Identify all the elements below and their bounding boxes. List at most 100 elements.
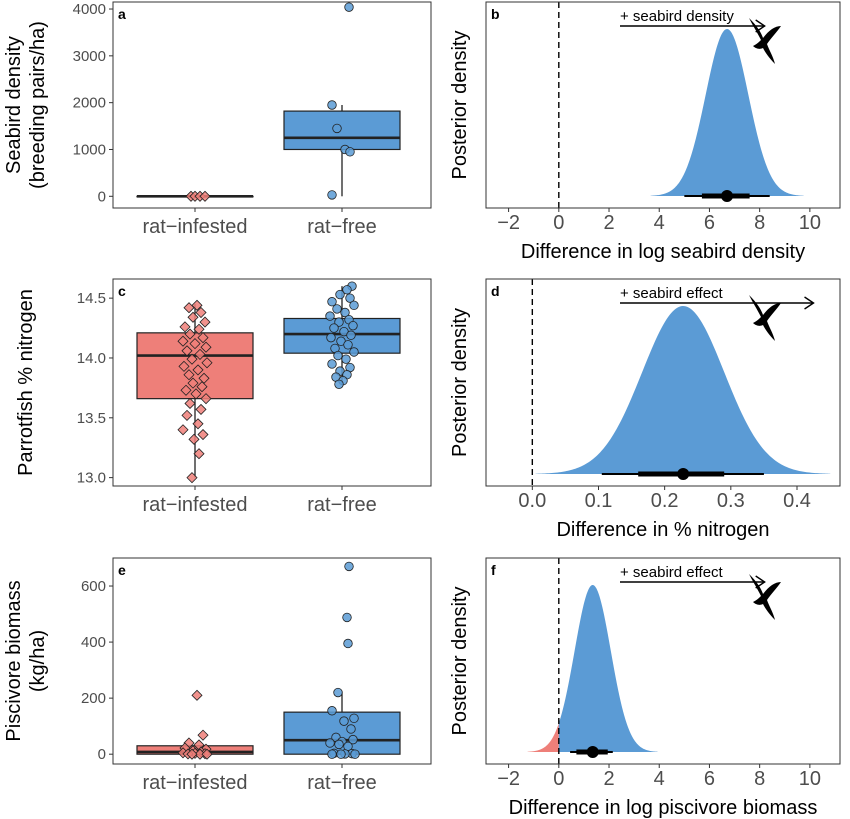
diamond-point (192, 418, 204, 430)
circle-point (334, 379, 344, 389)
positive-density-area (650, 29, 804, 196)
diamond-point (193, 323, 205, 335)
circle-point (325, 738, 335, 748)
positive-density-area (558, 585, 658, 752)
x-tick-label: 4 (654, 212, 665, 234)
panel-letter: b (491, 6, 500, 22)
y-tick-label: 0 (98, 188, 106, 205)
panel-letter: d (491, 283, 500, 299)
circle-point (349, 347, 359, 357)
diamond-point (194, 348, 206, 360)
circle-point (344, 561, 354, 572)
y-tick-label: 400 (81, 634, 106, 651)
seabird-shape (749, 295, 781, 341)
x-tick-label: 0.3 (717, 490, 745, 512)
category-label: rat−free (307, 494, 376, 516)
annotation-label: + seabird effect (620, 285, 724, 302)
circle-point (346, 330, 356, 340)
panel-b: b −2 0 2 4 6 8 10 Difference in log seabird dens… (449, 1, 841, 263)
y-tick-label: 200 (81, 690, 106, 707)
circle-point (334, 739, 344, 750)
x-tick-label: −2 (497, 212, 520, 234)
circle-point (344, 2, 354, 12)
x-tick-label: 0.4 (783, 490, 811, 512)
diamond-point (178, 360, 190, 372)
circle-point (333, 687, 343, 698)
diamond-point (177, 424, 189, 436)
diamond-point (199, 316, 211, 328)
x-tick-label: −2 (497, 768, 520, 790)
x-tick-label: 6 (704, 768, 715, 790)
x-axis-title: Difference in log piscivore biomass (509, 797, 818, 819)
x-axis-title: Difference in log seabird density (521, 241, 805, 263)
y-tick-label: 13.5 (77, 410, 106, 427)
diamond-point (187, 377, 199, 389)
diamond-point (187, 311, 199, 323)
category-label: rat−infested (142, 494, 247, 516)
annotation-arrow-head (804, 296, 815, 310)
diamond-point (195, 403, 207, 415)
diamond-point (197, 729, 209, 741)
circle-point (341, 354, 351, 364)
panel-f: f −2 0 2 4 6 8 10 Difference in log piscivore bi… (449, 557, 841, 819)
diamond-point (201, 357, 213, 369)
point-estimate (586, 746, 599, 758)
seabird-shape (749, 574, 781, 620)
x-tick-label: 8 (754, 212, 765, 234)
diamond-point (197, 332, 209, 344)
diamond-point (181, 345, 193, 357)
x-tick-label: 0.1 (585, 490, 613, 512)
diamond-point (183, 302, 195, 314)
seabird-shape (749, 18, 781, 64)
circle-point (327, 190, 337, 200)
circle-point (327, 297, 337, 307)
diamond-point (191, 689, 203, 701)
plot-frame (112, 1, 432, 209)
diamond-point (190, 388, 202, 400)
panel-letter: c (118, 283, 126, 299)
y-axis-title: Parrotfish % nitrogen (15, 289, 37, 476)
circle-point (327, 749, 337, 759)
circle-point (345, 293, 355, 303)
circle-point (327, 359, 337, 369)
x-tick-label: 4 (654, 768, 665, 790)
box (283, 110, 401, 151)
y-axis-title: Seabird density (3, 36, 25, 174)
seabird-icon (749, 574, 781, 620)
y-axis-title: Posterior density (449, 308, 471, 457)
plot-frame (112, 557, 432, 765)
category-label: rat−free (307, 216, 376, 238)
diamond-point (192, 364, 204, 376)
circle-point (346, 724, 356, 734)
negative-density-area (527, 723, 559, 752)
x-tick-label: 2 (603, 768, 614, 790)
annotation-label: + seabird effect (620, 564, 724, 581)
plot-frame (485, 278, 841, 487)
y-axis-title: Posterior density (449, 31, 471, 180)
x-tick-label: 2 (603, 212, 614, 234)
y-tick-label: 13.0 (77, 470, 106, 487)
panel-letter: a (118, 6, 126, 22)
circle-point (345, 147, 355, 157)
circle-point (332, 123, 342, 134)
plot-frame (485, 557, 841, 765)
circle-point (339, 716, 349, 726)
diamond-point (199, 190, 211, 202)
x-tick-label: 10 (799, 768, 821, 790)
annotation-label: + seabird density (620, 8, 734, 25)
diamond-point (200, 393, 212, 405)
diamond-point (184, 397, 196, 410)
panel-letter: f (491, 562, 496, 578)
circle-point (327, 706, 337, 716)
diamond-point (193, 448, 205, 460)
circle-point (348, 734, 358, 745)
y-tick-label: 600 (81, 578, 106, 595)
circle-point (350, 749, 360, 759)
panel-a: a 0 1000 2000 3000 4000 rat−infested rat−free Se… (3, 1, 432, 238)
diamond-point (179, 321, 191, 333)
diamond-point (189, 338, 201, 350)
circle-point (340, 307, 350, 318)
positive-density-area (535, 306, 831, 474)
panel-c: c 13.0 13.5 14.0 14.5 rat−infested rat−free Par… (15, 278, 432, 516)
